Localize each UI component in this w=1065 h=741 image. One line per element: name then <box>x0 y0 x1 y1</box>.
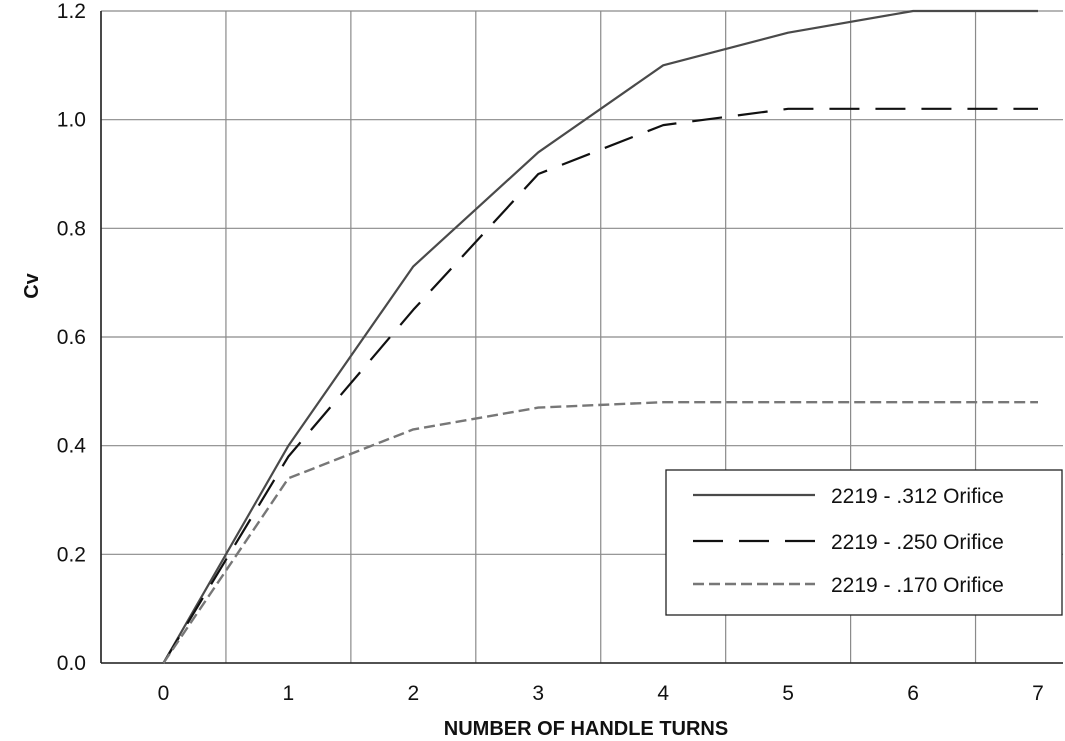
legend-label-2: 2219 - .250 Orifice <box>831 531 1004 554</box>
x-tick-label: 7 <box>1032 682 1044 705</box>
legend-label-3: 2219 - .170 Orifice <box>831 574 1004 597</box>
y-tick-label: 0.6 <box>57 326 86 349</box>
axis-titles: NUMBER OF HANDLE TURNS Cv <box>21 272 728 740</box>
legend-label-1: 2219 - .312 Orifice <box>831 485 1004 508</box>
y-tick-label: 0.2 <box>57 543 86 566</box>
x-tick-label: 1 <box>283 682 295 705</box>
y-tick-label: 1.2 <box>57 0 86 23</box>
y-tick-label: 1.0 <box>57 109 86 132</box>
x-axis-title: NUMBER OF HANDLE TURNS <box>444 718 728 740</box>
y-axis-title: Cv <box>21 272 43 298</box>
tick-labels: 0.0 0.2 0.4 0.6 0.8 1.0 1.2 0 1 2 3 4 5 6 7 <box>57 0 1044 705</box>
x-tick-label: 5 <box>782 682 794 705</box>
x-tick-label: 2 <box>407 682 419 705</box>
legend-box <box>665 469 1063 616</box>
axes <box>100 11 1063 664</box>
series-group <box>162 9 1038 664</box>
y-tick-label: 0.4 <box>57 435 87 458</box>
x-tick-label: 6 <box>907 682 919 705</box>
y-tick-label: 0.8 <box>57 217 86 240</box>
y-tick-label: 0.0 <box>57 652 86 675</box>
series-line-3 <box>162 401 1038 664</box>
x-tick-label: 3 <box>532 682 544 705</box>
series-line-1 <box>162 9 1038 664</box>
x-tick-label: 4 <box>657 682 669 705</box>
series-line-2 <box>162 107 1038 664</box>
x-tick-label: 0 <box>158 682 170 705</box>
legend: 2219 - .312 Orifice 2219 - .250 Orifice 22… <box>665 469 1063 616</box>
